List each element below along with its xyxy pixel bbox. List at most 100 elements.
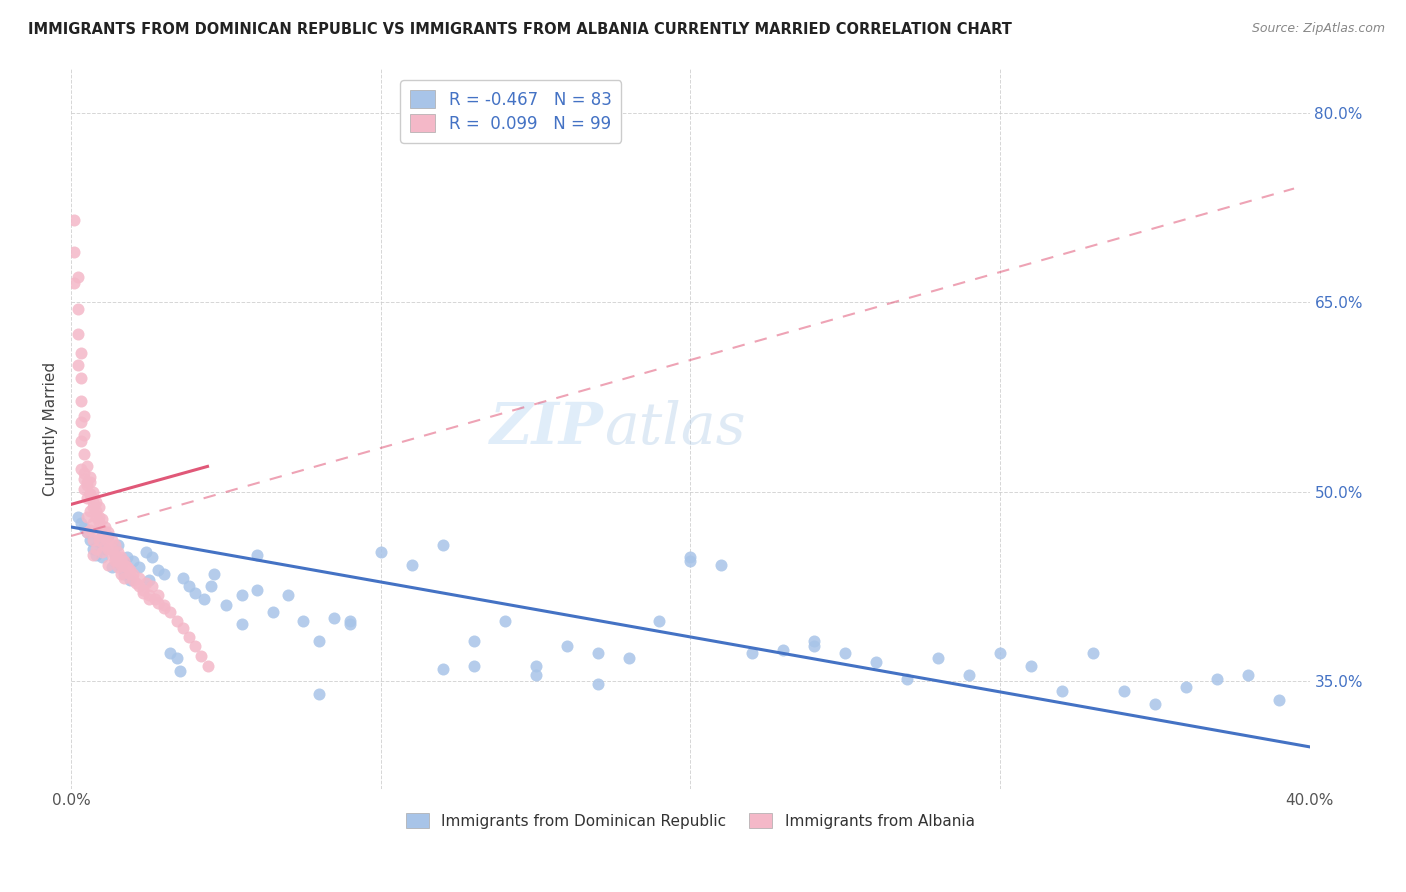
Point [1112,684,1135,698]
Point [200,579,222,593]
Point [84,525,107,540]
Point [84,495,107,509]
Point [141,579,163,593]
Point [115,550,138,565]
Point [97,558,120,572]
Point [63,277,86,291]
Point [128,571,150,585]
Point [153,566,176,581]
Point [110,558,132,572]
Point [1019,659,1042,673]
Point [112,566,135,581]
Point [89,535,111,549]
Point [193,592,215,607]
Point [73,447,96,461]
Point [115,560,138,574]
Point [131,583,153,598]
Point [1050,684,1073,698]
Point [159,605,181,619]
Point [76,525,98,540]
Point [91,550,114,565]
Point [1174,681,1197,695]
Point [834,646,856,660]
Point [957,668,980,682]
Point [120,566,142,581]
Point [112,571,135,585]
Point [69,371,91,385]
Point [76,459,98,474]
Point [73,427,96,442]
Point [679,554,702,568]
Point [69,345,91,359]
Point [91,523,114,537]
Point [463,633,485,648]
Point [66,510,89,524]
Point [1081,646,1104,660]
Point [104,554,127,568]
Point [76,510,98,524]
Legend: Immigrants from Dominican Republic, Immigrants from Albania: Immigrants from Dominican Republic, Immi… [401,806,981,835]
Point [79,487,101,501]
Point [73,472,96,486]
Point [84,510,107,524]
Point [401,558,423,572]
Point [135,545,157,559]
Point [153,599,176,613]
Point [741,646,763,660]
Point [79,503,101,517]
Point [122,566,145,581]
Point [94,538,117,552]
Point [432,538,454,552]
Point [112,558,135,572]
Point [246,548,269,562]
Point [202,566,225,581]
Point [82,548,104,562]
Point [122,573,145,587]
Point [73,466,96,480]
Point [896,672,918,686]
Point [76,475,98,489]
Point [69,415,91,429]
Point [82,500,104,514]
Point [79,487,101,501]
Point [84,503,107,517]
Point [84,541,107,556]
Point [128,579,150,593]
Point [79,475,101,489]
Point [197,659,219,673]
Point [308,633,330,648]
Point [586,646,609,660]
Point [159,646,181,660]
Point [73,520,96,534]
Point [190,648,212,663]
Point [69,393,91,408]
Point [177,579,200,593]
Point [120,573,142,587]
Point [494,614,516,628]
Y-axis label: Currently Married: Currently Married [44,361,58,496]
Point [76,491,98,505]
Text: IMMIGRANTS FROM DOMINICAN REPUBLIC VS IMMIGRANTS FROM ALBANIA CURRENTLY MARRIED : IMMIGRANTS FROM DOMINICAN REPUBLIC VS IM… [28,22,1012,37]
Point [66,301,89,316]
Point [82,484,104,499]
Point [128,560,150,574]
Point [100,541,122,556]
Point [82,516,104,531]
Point [122,554,145,568]
Text: Source: ZipAtlas.com: Source: ZipAtlas.com [1251,22,1385,36]
Point [262,605,284,619]
Point [215,599,238,613]
Point [463,659,485,673]
Point [927,651,949,665]
Point [107,545,129,559]
Point [91,512,114,526]
Point [89,510,111,524]
Point [69,434,91,449]
Point [339,614,361,628]
Point [63,244,86,259]
Point [76,525,98,540]
Point [66,326,89,341]
Point [82,533,104,547]
Point [370,545,392,559]
Point [107,538,129,552]
